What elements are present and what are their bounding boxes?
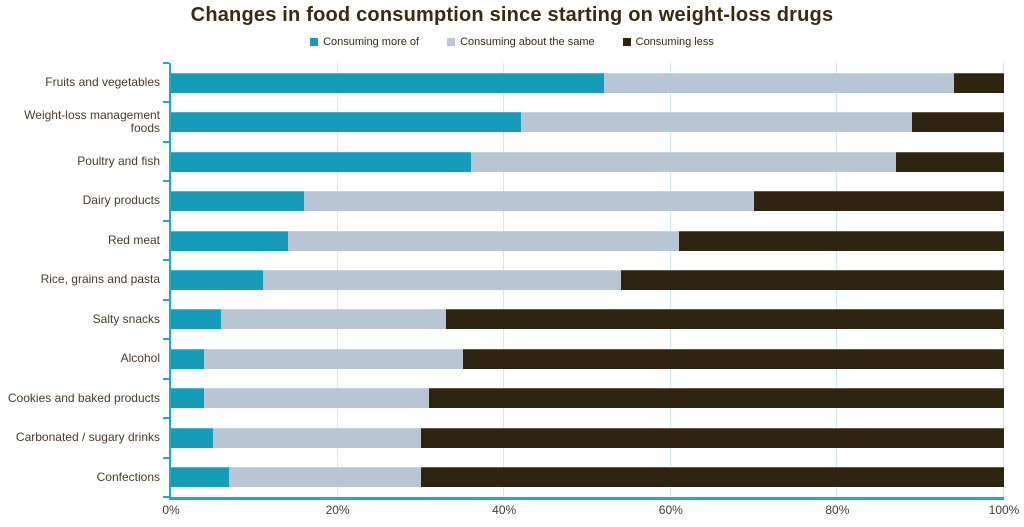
bar-segment	[171, 467, 230, 488]
bar-segment	[445, 309, 1004, 330]
x-tick-label: 60%	[658, 503, 683, 517]
y-axis-tick	[163, 457, 169, 459]
y-axis-tick	[163, 496, 169, 498]
bar-row	[171, 270, 1004, 290]
bar-segment	[287, 230, 680, 251]
bar-row	[171, 388, 1004, 409]
bar-segment	[171, 72, 605, 93]
category-label: Dairy products	[82, 193, 160, 208]
bar-segment	[171, 427, 213, 448]
bar-segment	[470, 151, 896, 172]
bar-row	[171, 230, 1004, 251]
bar-segment	[912, 112, 1004, 133]
category-label: Weight-loss management foods	[24, 107, 160, 136]
y-axis-tick	[163, 101, 169, 103]
bar-row	[171, 72, 1004, 93]
bar-segment	[429, 388, 1004, 409]
category-label: Confections	[96, 469, 160, 484]
chart-legend: Consuming more of Consuming about the sam…	[0, 36, 1024, 48]
category-label: Alcohol	[120, 351, 160, 366]
x-tick-label: 40%	[492, 503, 517, 517]
bar-segment	[520, 112, 913, 133]
bar-segment	[171, 191, 305, 212]
bar-segment	[262, 270, 621, 290]
legend-swatch-icon	[447, 38, 456, 46]
bar-row	[171, 191, 1004, 212]
y-axis-tick	[163, 378, 169, 380]
category-label: Red meat	[107, 232, 160, 247]
bar-segment	[171, 112, 521, 133]
plot-area	[163, 62, 1004, 500]
bar-row	[171, 151, 1004, 172]
x-tick-labels: 0% 20% 40% 60% 80% 100%	[162, 503, 1019, 521]
y-axis-tick	[163, 141, 169, 143]
x-tick-label: 0%	[162, 503, 180, 517]
bar-segment	[212, 427, 421, 448]
bar-segment	[171, 309, 221, 330]
bar-segment	[679, 230, 1004, 251]
y-axis-tick	[163, 259, 169, 261]
category-label: Fruits and vegetables	[45, 75, 160, 90]
category-label: Carbonated / sugary drinks	[15, 430, 160, 445]
y-axis-tick	[163, 220, 169, 222]
bar-segment	[171, 388, 205, 409]
bar-segment	[204, 348, 463, 369]
category-labels: Fruits and vegetables Weight-loss managem…	[0, 63, 160, 497]
bar-segment	[420, 467, 1004, 488]
bar-segment	[604, 72, 955, 93]
legend-label: Consuming less	[635, 36, 714, 48]
category-label: Salty snacks	[92, 311, 160, 326]
chart-title: Changes in food consumption since starti…	[190, 4, 834, 26]
x-tick-label: 100%	[988, 503, 1020, 517]
legend-item: Consuming less	[622, 36, 714, 48]
bar-segment	[171, 230, 288, 251]
bar-row	[171, 427, 1004, 448]
bar-segment	[462, 348, 1004, 369]
legend-label: Consuming more of	[323, 36, 420, 48]
bar-row	[171, 309, 1004, 330]
legend-item: Consuming about the same	[447, 36, 595, 48]
legend-swatch-icon	[310, 38, 319, 46]
bar-row	[171, 467, 1004, 488]
bar-segment	[171, 348, 205, 369]
category-label: Cookies and baked products	[7, 390, 160, 405]
x-axis-line	[169, 497, 1004, 500]
bar-row	[171, 348, 1004, 369]
bar-segment	[204, 388, 430, 409]
bar-segment	[171, 270, 263, 290]
bar-segment	[620, 270, 1004, 290]
bar-segment	[304, 191, 755, 212]
x-tick-label: 80%	[825, 503, 850, 517]
category-label: Rice, grains and pasta	[40, 272, 160, 287]
y-axis-tick	[163, 338, 169, 340]
bar-segment	[420, 427, 1004, 448]
category-label: Poultry and fish	[77, 154, 160, 169]
bar-segment	[954, 72, 1004, 93]
legend-label: Consuming about the same	[460, 36, 595, 48]
bar-segment	[220, 309, 446, 330]
legend-swatch-icon	[622, 38, 631, 46]
y-axis-tick	[163, 417, 169, 419]
bar-segment	[895, 151, 1004, 172]
y-axis-tick	[163, 62, 169, 64]
bar-row	[171, 112, 1004, 133]
y-axis-tick	[163, 180, 169, 182]
bar-segment	[171, 151, 471, 172]
x-tick-label: 20%	[325, 503, 350, 517]
bar-segment	[754, 191, 1004, 212]
bar-segment	[229, 467, 421, 488]
y-axis-tick	[163, 299, 169, 301]
y-axis-line	[169, 63, 171, 497]
legend-item: Consuming more of	[310, 36, 419, 48]
